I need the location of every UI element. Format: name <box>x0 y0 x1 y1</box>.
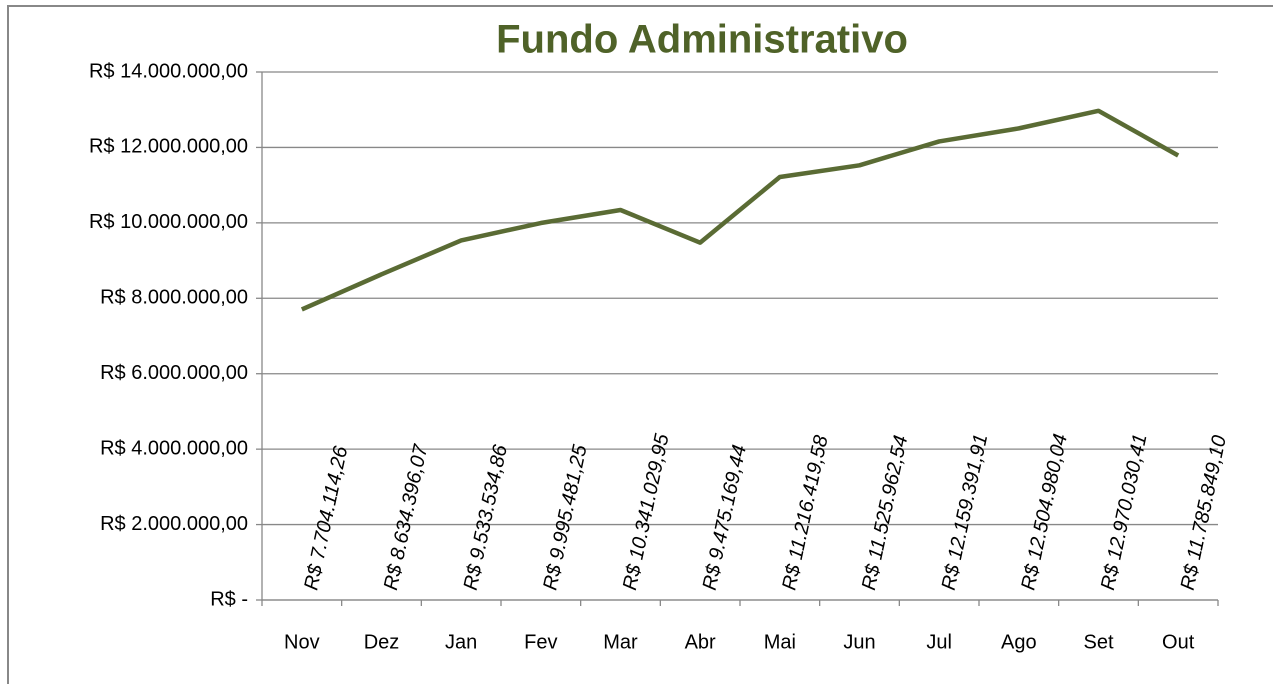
y-tick-label: R$ - <box>210 588 248 610</box>
chart-title: Fundo Administrativo <box>496 18 908 62</box>
y-tick-label: R$ 6.000.000,00 <box>100 362 248 384</box>
x-tick-label: Nov <box>284 631 320 653</box>
x-tick-label: Jun <box>843 631 875 653</box>
x-tick-label: Mai <box>764 631 796 653</box>
x-tick-label: Jul <box>926 631 952 653</box>
y-tick-label: R$ 10.000.000,00 <box>89 211 248 233</box>
x-tick-label: Ago <box>1001 631 1037 653</box>
x-tick-label: Jan <box>445 631 477 653</box>
y-tick-label: R$ 12.000.000,00 <box>89 136 248 158</box>
y-tick-label: R$ 14.000.000,00 <box>89 60 248 82</box>
x-tick-label: Fev <box>524 631 557 653</box>
x-tick-label: Out <box>1162 631 1195 653</box>
y-tick-label: R$ 8.000.000,00 <box>100 287 248 309</box>
x-tick-label: Abr <box>685 631 716 653</box>
x-tick-label: Mar <box>603 631 638 653</box>
y-tick-label: R$ 4.000.000,00 <box>100 437 248 459</box>
chart-border <box>7 5 1273 684</box>
x-tick-label: Set <box>1083 631 1113 653</box>
y-tick-label: R$ 2.000.000,00 <box>100 513 248 535</box>
line-series <box>300 108 1180 312</box>
x-tick-label: Dez <box>364 631 400 653</box>
